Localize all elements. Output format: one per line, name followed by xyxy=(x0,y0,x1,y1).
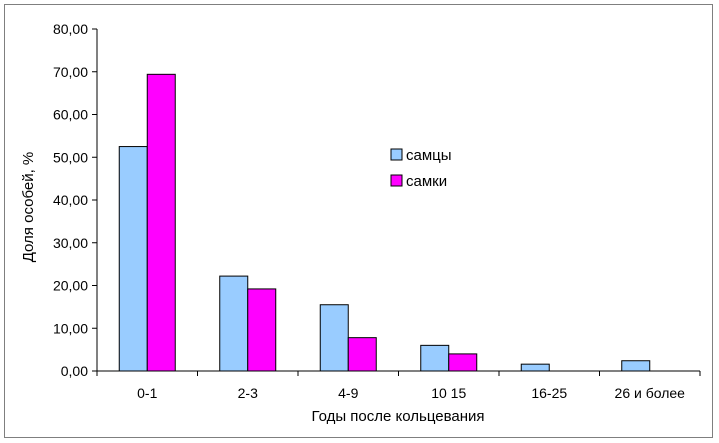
x-tick-label: 26 и более xyxy=(615,385,686,401)
y-tick-label: 80,00 xyxy=(53,21,88,37)
x-tick-label: 16-25 xyxy=(531,385,567,401)
x-axis-title: Годы после кольцевания xyxy=(311,408,484,425)
bar-самцы-16-25 xyxy=(520,363,550,372)
y-tick-label: 40,00 xyxy=(53,192,88,208)
y-tick-label: 10,00 xyxy=(53,320,88,336)
bar-самки-2-3 xyxy=(247,288,277,372)
x-axis-tick-labels: 0-1 2-3 4-9 10 15 16-25 26 и более xyxy=(96,371,701,401)
bar-самцы-4-9 xyxy=(319,304,349,372)
y-tick-label: 60,00 xyxy=(53,107,88,123)
legend-label-самки: самки xyxy=(406,173,447,190)
legend: самцы самки xyxy=(390,147,452,190)
x-tick-label: 10 15 xyxy=(431,385,466,401)
bar-самцы-26 и более xyxy=(621,360,651,372)
bar-самки-4-9 xyxy=(347,337,377,372)
legend-swatch-самки xyxy=(390,174,403,187)
legend-swatch-самцы xyxy=(390,148,403,161)
y-tick-label: 70,00 xyxy=(53,64,88,80)
y-axis-ticks: 0,00 10,00 20,00 30,00 40,00 50,00 60,00 70,00 8… xyxy=(53,21,97,379)
bar-самцы-2-3 xyxy=(219,275,249,372)
y-tick-label: 50,00 xyxy=(53,149,88,165)
y-tick-label: 20,00 xyxy=(53,278,88,294)
bar-самцы-10 15 xyxy=(420,344,450,372)
bar-самцы-0-1 xyxy=(118,146,148,372)
bar-самки-0-1 xyxy=(146,73,176,372)
y-axis-title: Доля особей, % xyxy=(20,152,37,263)
y-tick-label: 30,00 xyxy=(53,235,88,251)
x-tick-label: 0-1 xyxy=(137,385,157,401)
y-tick-label: 0,00 xyxy=(61,363,88,379)
x-tick-label: 2-3 xyxy=(238,385,258,401)
x-tick-label: 4-9 xyxy=(338,385,358,401)
bar-самки-10 15 xyxy=(448,353,478,372)
legend-label-самцы: самцы xyxy=(406,147,452,164)
bars xyxy=(118,73,651,372)
